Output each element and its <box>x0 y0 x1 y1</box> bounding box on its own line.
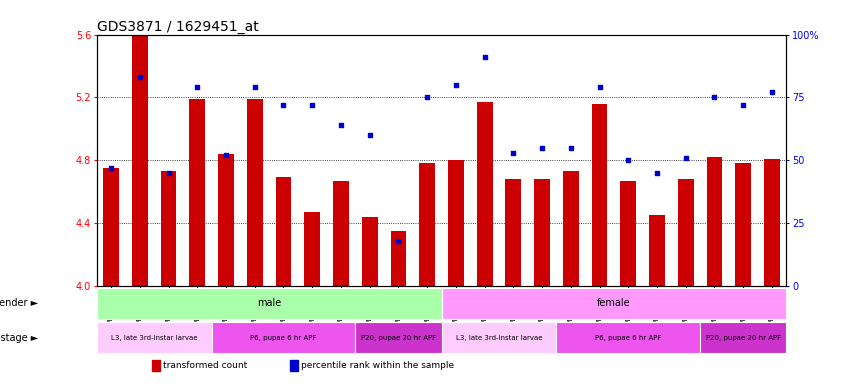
Point <box>593 84 606 90</box>
Bar <box>700 322 786 353</box>
Bar <box>97 322 212 353</box>
Bar <box>420 163 435 286</box>
Text: P20, pupae 20 hr APF: P20, pupae 20 hr APF <box>361 334 436 341</box>
Text: P6, pupae 6 hr APF: P6, pupae 6 hr APF <box>251 334 317 341</box>
Point <box>506 150 520 156</box>
Text: L3, late 3rd-instar larvae: L3, late 3rd-instar larvae <box>456 334 542 341</box>
Text: transformed count: transformed count <box>163 361 247 370</box>
Point <box>277 102 290 108</box>
Bar <box>442 288 786 319</box>
Bar <box>764 159 780 286</box>
Point <box>708 94 722 101</box>
Point <box>334 122 347 128</box>
Text: GDS3871 / 1629451_at: GDS3871 / 1629451_at <box>97 20 258 33</box>
Bar <box>333 180 349 286</box>
Text: P20, pupae 20 hr APF: P20, pupae 20 hr APF <box>706 334 780 341</box>
Point <box>133 74 146 80</box>
Bar <box>276 177 291 286</box>
Text: male: male <box>257 298 281 308</box>
Bar <box>477 102 493 286</box>
Point <box>104 165 118 171</box>
Bar <box>621 180 636 286</box>
Bar <box>448 160 463 286</box>
Bar <box>534 179 550 286</box>
Point <box>220 152 233 158</box>
Bar <box>557 322 700 353</box>
Text: percentile rank within the sample: percentile rank within the sample <box>301 361 454 370</box>
Point <box>478 54 491 60</box>
Bar <box>97 288 442 319</box>
Bar <box>505 179 521 286</box>
Bar <box>563 171 579 286</box>
Bar <box>678 179 694 286</box>
Bar <box>355 322 442 353</box>
Bar <box>735 163 751 286</box>
Bar <box>442 322 557 353</box>
Text: L3, late 3rd-instar larvae: L3, late 3rd-instar larvae <box>111 334 198 341</box>
Bar <box>218 154 234 286</box>
Bar <box>132 35 148 286</box>
Point <box>392 238 405 244</box>
Point <box>679 155 692 161</box>
Bar <box>706 157 722 286</box>
Bar <box>592 104 607 286</box>
Text: female: female <box>597 298 631 308</box>
Point <box>621 157 635 163</box>
Bar <box>390 231 406 286</box>
Bar <box>362 217 378 286</box>
Bar <box>290 360 298 371</box>
Point <box>564 144 578 151</box>
Point <box>765 89 779 96</box>
Point <box>449 82 463 88</box>
Bar <box>161 171 177 286</box>
Point <box>305 102 319 108</box>
Point <box>420 94 434 101</box>
Bar <box>152 360 160 371</box>
Bar <box>247 99 262 286</box>
Text: development stage ►: development stage ► <box>0 333 38 343</box>
Point <box>650 170 664 176</box>
Point <box>363 132 377 138</box>
Bar <box>649 215 665 286</box>
Bar <box>304 212 320 286</box>
Bar <box>103 168 119 286</box>
Point <box>737 102 750 108</box>
Point <box>161 170 175 176</box>
Point <box>536 144 549 151</box>
Point <box>248 84 262 90</box>
Text: P6, pupae 6 hr APF: P6, pupae 6 hr APF <box>595 334 662 341</box>
Text: gender ►: gender ► <box>0 298 38 308</box>
Bar <box>212 322 355 353</box>
Bar <box>189 99 205 286</box>
Point <box>191 84 204 90</box>
